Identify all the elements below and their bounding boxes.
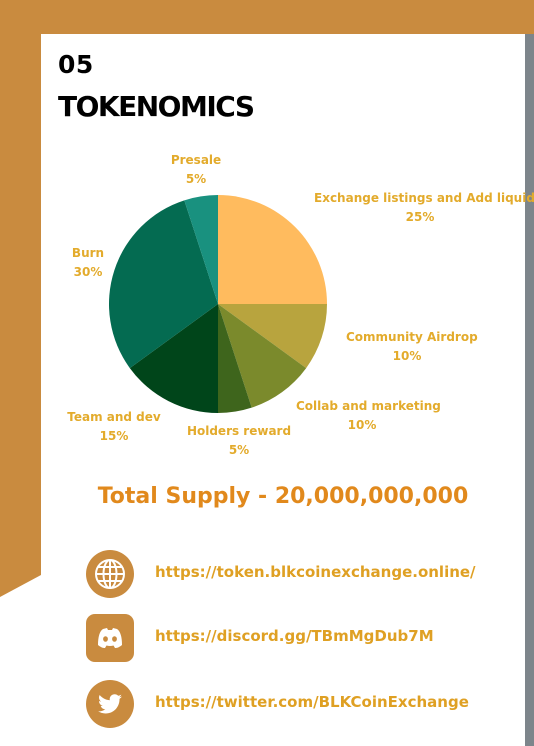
- pie-label-collab-marketing: Collab and marketing 10%: [296, 397, 441, 435]
- pie-slice-community-airdrop: [218, 304, 327, 369]
- pie-label-name: Team and dev: [67, 410, 161, 424]
- pie-label-name: Collab and marketing: [296, 399, 441, 413]
- twitter-link[interactable]: https://twitter.com/BLKCoinExchange: [155, 693, 469, 711]
- pie-label-burn: Burn 30%: [66, 244, 110, 282]
- pie-slice-collab-and-marketing: [218, 304, 307, 408]
- pie-label-name: Community Airdrop: [346, 330, 478, 344]
- pie-label-value: 10%: [392, 349, 422, 363]
- pie-label-name: Burn: [71, 246, 105, 260]
- right-grey-band: [525, 34, 534, 746]
- pie-slice-burn: [108, 200, 218, 369]
- total-supply: Total Supply - 20,000,000,000: [97, 484, 469, 509]
- pie-label-holders-reward: Holders reward 5%: [186, 422, 292, 460]
- pie-label-name: Exchange listings and Add liquidity: [314, 191, 534, 205]
- pie-label-exchange-listings: Exchange listings and Add liquidity 25%: [314, 189, 534, 227]
- twitter-icon: [86, 680, 134, 728]
- pie-label-value: 5%: [185, 172, 207, 186]
- pie-label-name: Holders reward: [186, 424, 292, 438]
- pie-slice-team-and-dev: [129, 304, 218, 413]
- pie-label-value: 5%: [228, 443, 250, 457]
- page-title: TOKENOMICS: [58, 90, 255, 123]
- section-number: 05: [58, 50, 94, 79]
- pie-label-value: 10%: [347, 418, 377, 432]
- pie-label-value: 15%: [99, 429, 129, 443]
- discord-icon: [86, 614, 134, 662]
- pie-label-name: Presale: [170, 153, 222, 167]
- pie-label-value: 30%: [73, 265, 103, 279]
- pie-slice-holders-reward: [218, 304, 252, 413]
- website-link[interactable]: https://token.blkcoinexchange.online/: [155, 563, 476, 581]
- pie-label-team-dev: Team and dev 15%: [66, 408, 162, 446]
- pie-label-value: 25%: [405, 210, 435, 224]
- globe-icon: [86, 550, 134, 598]
- pie-slice-presale: [184, 195, 218, 304]
- discord-link[interactable]: https://discord.gg/TBmMgDub7M: [155, 627, 434, 645]
- pie-label-presale: Presale 5%: [166, 151, 226, 189]
- top-banner-band: [0, 0, 534, 34]
- pie-slice-exchange-listings-and-add-liquidity: [218, 195, 327, 304]
- pie-label-community-airdrop: Community Airdrop 10%: [346, 328, 478, 366]
